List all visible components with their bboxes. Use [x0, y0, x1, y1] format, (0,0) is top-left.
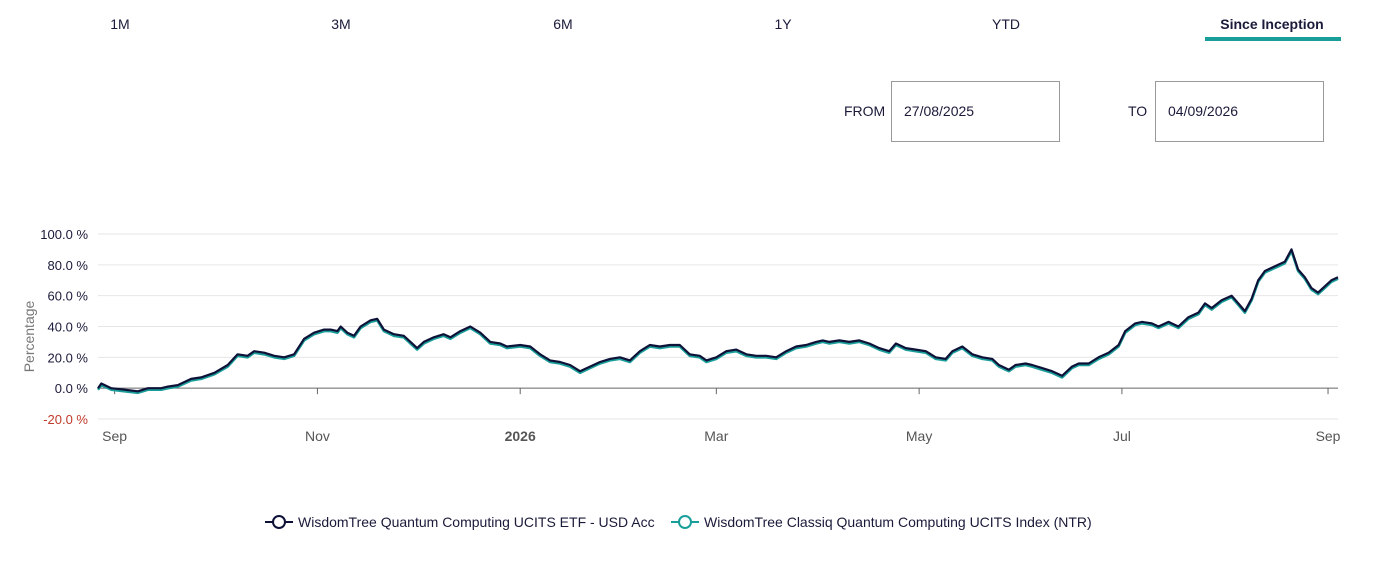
legend-marker-etf: [265, 515, 293, 529]
y-tick-label: 100.0 %: [40, 227, 88, 242]
x-tick-label: Sep: [1316, 428, 1341, 444]
series-line-etf: [97, 248, 1339, 393]
tab-3m[interactable]: 3M: [331, 16, 351, 32]
legend-label-index: WisdomTree Classiq Quantum Computing UCI…: [704, 514, 1092, 530]
active-tab-indicator: [1205, 37, 1341, 41]
y-tick-label: 20.0 %: [48, 350, 89, 365]
x-tick-label: Mar: [704, 428, 728, 444]
x-tick-label: 2026: [505, 428, 536, 444]
performance-line-chart: 100.0 % 80.0 % 60.0 % 40.0 % 20.0 % 0.0 % -20.…: [21, 227, 1341, 444]
y-tick-label: 40.0 %: [48, 320, 89, 335]
from-label: FROM: [844, 103, 886, 119]
tab-6m[interactable]: 6M: [553, 16, 573, 32]
legend-item-index[interactable]: WisdomTree Classiq Quantum Computing UCI…: [671, 514, 1092, 530]
legend-item-etf[interactable]: WisdomTree Quantum Computing UCITS ETF -…: [265, 514, 655, 530]
y-axis-label: Percentage: [21, 300, 37, 372]
to-label: TO: [1128, 103, 1148, 119]
x-tick-label: Sep: [102, 428, 127, 444]
x-tick-label: Nov: [305, 428, 330, 444]
chart-legend: WisdomTree Quantum Computing UCITS ETF -…: [0, 514, 1377, 534]
tab-1y[interactable]: 1Y: [774, 16, 792, 32]
y-tick-label: 80.0 %: [48, 258, 89, 273]
tab-since-inception[interactable]: Since Inception: [1220, 16, 1324, 32]
y-tick-label: 60.0 %: [48, 289, 89, 304]
tab-ytd[interactable]: YTD: [992, 16, 1020, 32]
series-line-index: [96, 249, 1339, 395]
legend-label-etf: WisdomTree Quantum Computing UCITS ETF -…: [298, 514, 655, 530]
x-tick-label: May: [906, 428, 932, 444]
x-tick-label: Jul: [1113, 428, 1131, 444]
tab-1m[interactable]: 1M: [110, 16, 130, 32]
from-date-input[interactable]: 27/08/2025: [891, 81, 1060, 142]
legend-marker-index: [671, 515, 699, 529]
y-tick-label: 0.0 %: [55, 381, 89, 396]
y-tick-label: -20.0 %: [43, 412, 88, 427]
to-date-input[interactable]: 04/09/2026: [1155, 81, 1324, 142]
